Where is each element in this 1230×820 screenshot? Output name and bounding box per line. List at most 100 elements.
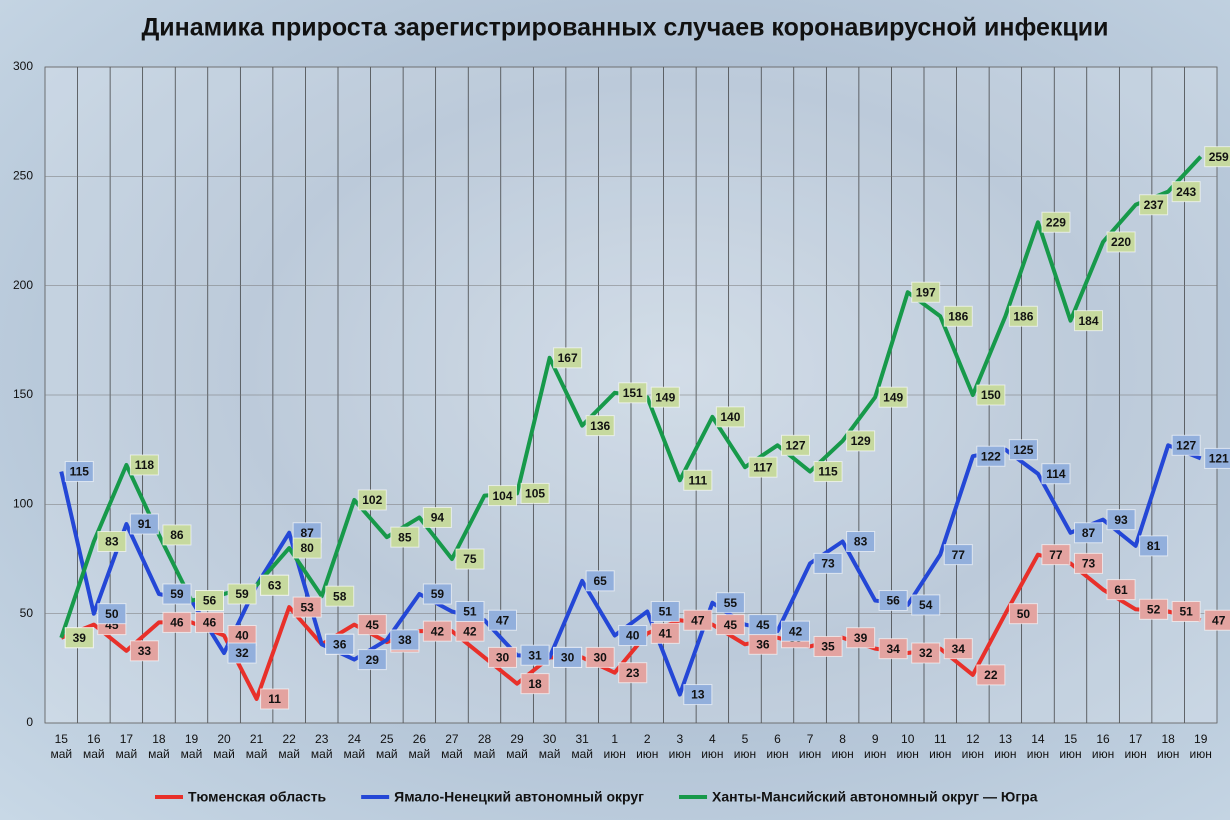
legend: Тюменская область Ямало-Ненецкий автономн… bbox=[155, 789, 1038, 805]
data-label-box bbox=[325, 633, 355, 655]
data-label: 86 bbox=[170, 528, 184, 542]
data-label-box bbox=[488, 609, 517, 631]
data-label-box bbox=[292, 596, 322, 618]
data-label: 75 bbox=[463, 552, 477, 566]
data-label: 32 bbox=[919, 646, 933, 660]
data-label-box bbox=[813, 635, 843, 657]
data-label-box bbox=[781, 434, 810, 456]
data-label-box bbox=[683, 469, 713, 491]
data-label: 149 bbox=[883, 390, 903, 404]
data-label: 59 bbox=[235, 587, 249, 601]
data-label-box bbox=[97, 531, 127, 553]
data-label: 87 bbox=[1082, 526, 1096, 540]
data-label-box bbox=[585, 570, 615, 592]
data-label: 23 bbox=[626, 666, 640, 680]
data-label-box bbox=[227, 642, 257, 664]
data-label: 81 bbox=[1147, 539, 1161, 553]
data-label-box bbox=[618, 625, 648, 647]
data-label: 87 bbox=[300, 526, 314, 540]
data-label-box bbox=[1171, 600, 1201, 622]
data-label: 33 bbox=[138, 644, 152, 658]
data-label: 122 bbox=[981, 449, 1001, 463]
data-label-box bbox=[1139, 598, 1169, 620]
data-label: 36 bbox=[333, 637, 347, 651]
data-label: 50 bbox=[105, 607, 119, 621]
data-label: 56 bbox=[886, 594, 900, 608]
data-label: 93 bbox=[1114, 513, 1128, 527]
data-label: 22 bbox=[984, 668, 998, 682]
y-tick-label: 50 bbox=[20, 606, 34, 620]
data-label: 46 bbox=[203, 616, 217, 630]
data-label-box bbox=[1008, 439, 1038, 461]
data-label-box bbox=[553, 347, 583, 369]
y-tick-label: 250 bbox=[13, 169, 33, 183]
data-label: 186 bbox=[948, 309, 968, 323]
chart-title: Динамика прироста зарегистрированных слу… bbox=[141, 14, 1108, 42]
data-label: 118 bbox=[135, 458, 155, 472]
x-tick-label: 29 май bbox=[506, 732, 528, 761]
data-label-box bbox=[97, 603, 127, 625]
data-label: 35 bbox=[821, 640, 835, 654]
data-label: 150 bbox=[981, 388, 1001, 402]
data-label: 59 bbox=[431, 587, 445, 601]
data-label-box bbox=[1204, 146, 1230, 168]
data-label: 42 bbox=[463, 624, 477, 638]
data-label-box bbox=[585, 646, 615, 668]
data-label-box bbox=[162, 524, 192, 546]
x-tick-label: 11 июн bbox=[929, 732, 952, 761]
data-label: 46 bbox=[170, 616, 184, 630]
data-label: 31 bbox=[528, 648, 542, 662]
data-label: 18 bbox=[528, 677, 542, 691]
y-tick-label: 100 bbox=[13, 497, 33, 511]
y-tick-label: 150 bbox=[13, 387, 33, 401]
data-label-box bbox=[976, 445, 1006, 467]
data-label-box bbox=[357, 614, 387, 636]
data-label-box bbox=[878, 386, 908, 408]
data-label-box bbox=[1106, 579, 1136, 601]
data-label: 111 bbox=[688, 473, 707, 487]
data-label-box bbox=[1074, 552, 1103, 574]
data-label-box bbox=[748, 614, 778, 636]
data-label-box bbox=[943, 638, 973, 660]
x-tick-label: 9 июн bbox=[863, 732, 887, 761]
x-tick-label: 13 июн bbox=[994, 732, 1017, 761]
data-label-box bbox=[162, 611, 192, 633]
x-tick-label: 2 июн bbox=[636, 732, 659, 761]
data-label: 105 bbox=[525, 487, 545, 501]
data-label-box bbox=[1106, 231, 1136, 253]
data-label: 51 bbox=[1179, 605, 1193, 619]
x-tick-label: 16 июн bbox=[1091, 732, 1115, 761]
x-tick-label: 26 май bbox=[408, 732, 431, 761]
data-label-box bbox=[357, 649, 387, 671]
data-label: 77 bbox=[952, 548, 966, 562]
data-label-box bbox=[227, 583, 257, 605]
data-label: 259 bbox=[1209, 150, 1229, 164]
data-label: 117 bbox=[753, 460, 773, 474]
data-label: 39 bbox=[73, 631, 87, 645]
data-label-box bbox=[422, 583, 452, 605]
data-label: 53 bbox=[300, 600, 314, 614]
data-label-box bbox=[553, 646, 583, 668]
x-tick-label: 17 июн bbox=[1124, 732, 1147, 761]
data-label: 36 bbox=[756, 637, 770, 651]
y-tick-label: 0 bbox=[26, 715, 33, 729]
data-label-box bbox=[1008, 305, 1038, 327]
x-tick-label: 8 июн bbox=[831, 732, 854, 761]
data-label: 63 bbox=[268, 578, 282, 592]
data-label-box bbox=[846, 430, 876, 452]
data-label-box bbox=[260, 574, 290, 596]
legend-label: Тюменская область bbox=[188, 789, 327, 805]
x-tick-label: 15 май bbox=[50, 732, 73, 761]
data-label-box bbox=[455, 548, 485, 570]
data-label-box bbox=[943, 305, 973, 327]
x-tick-label: 17 май bbox=[115, 732, 138, 761]
x-tick-label: 1 июн bbox=[603, 732, 626, 761]
data-label-box bbox=[1171, 434, 1201, 456]
data-label-box bbox=[422, 506, 452, 528]
data-label-box bbox=[911, 281, 941, 303]
data-label-box bbox=[390, 629, 420, 651]
data-label-box bbox=[455, 600, 485, 622]
data-label: 127 bbox=[1176, 438, 1196, 452]
data-label: 136 bbox=[590, 419, 610, 433]
data-label: 85 bbox=[398, 530, 412, 544]
